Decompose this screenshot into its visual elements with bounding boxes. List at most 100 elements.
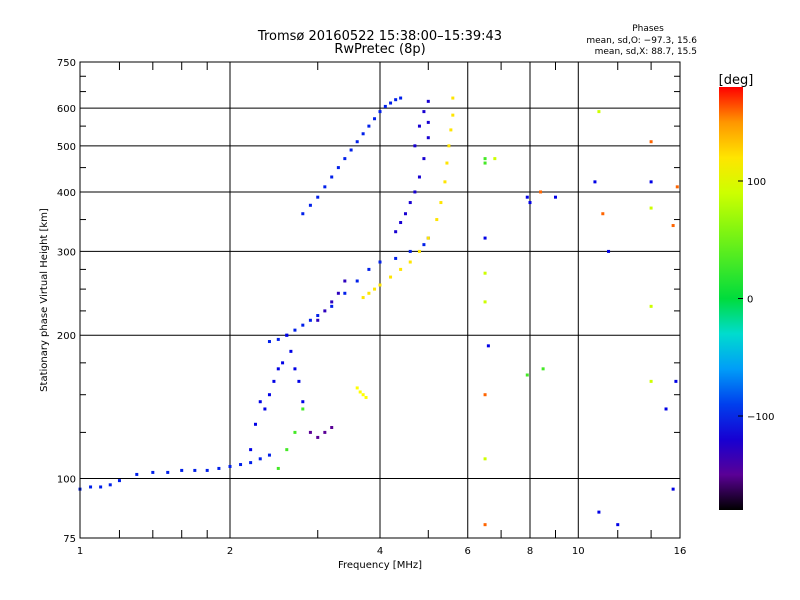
stats-line-o: mean, sd,O: −97.3, 15.6 — [586, 36, 697, 46]
data-point — [308, 430, 312, 434]
y-tick-label: 750 — [57, 58, 76, 69]
data-point — [228, 464, 232, 468]
y-tick-label: 200 — [57, 331, 76, 342]
data-point — [301, 407, 305, 411]
data-point — [443, 180, 447, 184]
data-point — [358, 390, 362, 394]
data-point — [597, 110, 601, 114]
data-point — [445, 161, 449, 165]
data-point — [394, 98, 398, 102]
data-point — [394, 230, 398, 234]
data-point — [399, 96, 403, 100]
data-point — [426, 120, 430, 124]
data-point — [330, 425, 334, 429]
data-point — [483, 457, 487, 461]
data-point — [253, 422, 257, 426]
data-point — [649, 304, 653, 308]
data-point — [389, 101, 393, 105]
data-point — [99, 485, 103, 489]
data-point — [525, 373, 529, 377]
x-tick-label: 2 — [227, 546, 233, 557]
data-point — [373, 117, 377, 121]
data-point — [539, 190, 543, 194]
data-point — [205, 468, 209, 472]
data-point — [649, 180, 653, 184]
data-point — [483, 271, 487, 275]
data-point — [330, 300, 334, 304]
data-point — [675, 185, 679, 189]
data-point — [355, 279, 359, 283]
colorbar-label: [deg] — [719, 73, 754, 88]
data-point — [343, 157, 347, 161]
data-point — [316, 314, 320, 318]
data-point — [239, 463, 243, 467]
x-tick-label: 8 — [527, 546, 533, 557]
data-point — [135, 472, 139, 476]
data-point — [297, 379, 301, 383]
data-point — [249, 448, 253, 452]
data-point — [403, 212, 407, 216]
data-point — [316, 195, 320, 199]
data-point — [483, 161, 487, 165]
plot-area: 1 2 4 6 8 10 16 75 100 200 300 400 500 600 750 — [57, 58, 686, 557]
data-point — [483, 157, 487, 161]
data-point — [330, 304, 334, 308]
data-point — [323, 430, 327, 434]
data-point — [367, 291, 371, 295]
data-point — [422, 157, 426, 161]
y-tick-label: 300 — [57, 247, 76, 258]
data-point — [267, 453, 271, 457]
data-point — [422, 243, 426, 247]
data-point — [267, 340, 271, 344]
data-point — [399, 221, 403, 225]
colorbar-tick-label: 0 — [747, 295, 753, 306]
data-point — [166, 470, 170, 474]
data-point — [493, 157, 497, 161]
data-point — [451, 96, 455, 100]
data-point — [336, 291, 340, 295]
data-point — [316, 435, 320, 439]
data-point — [417, 175, 421, 179]
data-point — [378, 260, 382, 264]
colorbar-tick-label: 100 — [747, 177, 766, 188]
y-tick-label: 75 — [63, 534, 76, 545]
data-point — [217, 466, 221, 470]
x-tick-label: 10 — [572, 546, 585, 557]
data-point — [364, 395, 368, 399]
data-point — [378, 110, 382, 114]
data-point — [343, 291, 347, 295]
data-point — [308, 318, 312, 322]
x-tick-label: 4 — [377, 546, 383, 557]
data-point — [451, 113, 455, 117]
data-point — [649, 379, 653, 383]
data-point — [323, 185, 327, 189]
x-tick-label: 16 — [674, 546, 687, 557]
y-axis-label: Stationary phase Virtual Height [km] — [39, 208, 50, 392]
data-point — [671, 224, 675, 228]
data-point — [293, 430, 297, 434]
data-point — [193, 468, 197, 472]
data-point — [408, 201, 412, 205]
data-point — [263, 407, 267, 411]
x-tick-label: 6 — [465, 546, 471, 557]
data-point — [553, 195, 557, 199]
x-tick-label: 1 — [77, 546, 83, 557]
data-point — [426, 99, 430, 103]
data-point — [413, 190, 417, 194]
data-point — [336, 166, 340, 170]
data-point — [276, 466, 280, 470]
y-tick-label: 400 — [57, 188, 76, 199]
data-point — [671, 487, 675, 491]
data-point — [649, 140, 653, 144]
data-point — [281, 361, 285, 365]
data-point — [289, 349, 293, 353]
data-point — [367, 124, 371, 128]
data-point — [89, 485, 93, 489]
data-point — [525, 195, 529, 199]
y-tick-label: 600 — [57, 104, 76, 115]
data-point — [258, 457, 262, 461]
data-point — [383, 104, 387, 108]
data-point — [151, 470, 155, 474]
data-point — [258, 400, 262, 404]
